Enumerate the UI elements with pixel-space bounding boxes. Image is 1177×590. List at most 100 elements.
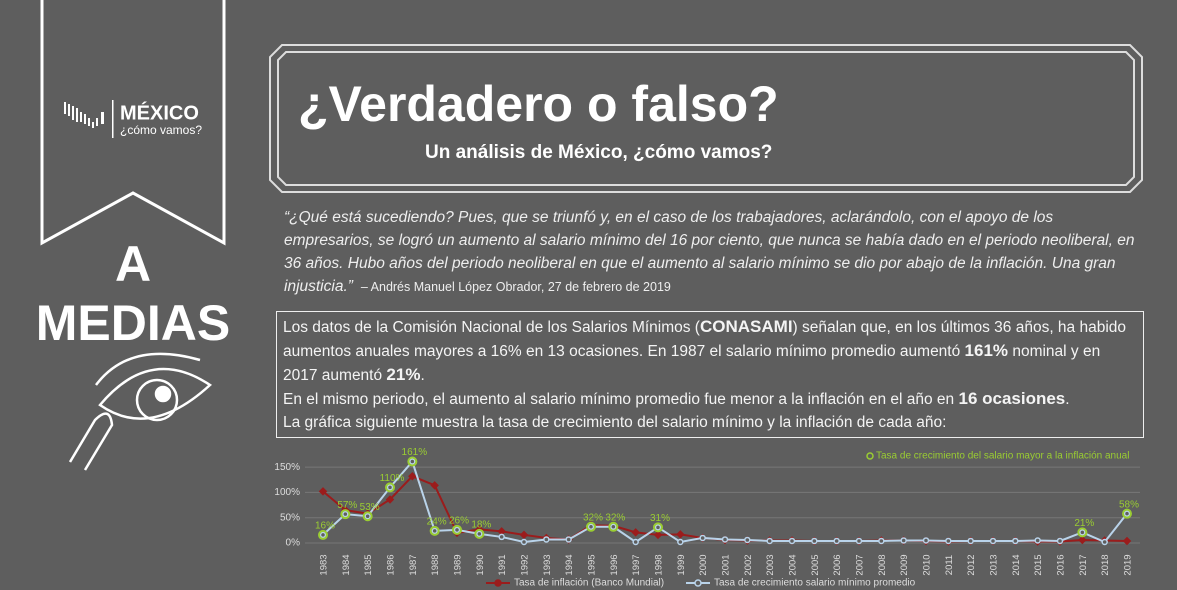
- marker: [656, 525, 661, 530]
- marker: [1123, 537, 1131, 545]
- value-label: 32%: [583, 512, 603, 523]
- x-tick-label: 2004: [788, 554, 799, 575]
- legend-marker: [867, 453, 873, 459]
- marker: [455, 527, 460, 532]
- x-tick-label: 1999: [676, 554, 687, 575]
- x-tick-label: 1996: [609, 554, 620, 575]
- x-tick-label: 1992: [520, 554, 531, 575]
- x-tick-label: 2006: [832, 554, 843, 575]
- marker: [991, 538, 996, 543]
- marker: [633, 539, 638, 544]
- x-tick-label: 1983: [319, 554, 330, 575]
- marker: [678, 539, 683, 544]
- marker: [790, 538, 795, 543]
- y-tick-label: 0%: [286, 538, 301, 549]
- value-label: 32%: [605, 512, 625, 523]
- marker: [968, 538, 973, 543]
- marker: [1013, 538, 1018, 543]
- text: La gráfica siguiente muestra la tasa de …: [283, 414, 946, 431]
- subtitle: Un análisis de México, ¿cómo vamos?: [425, 142, 772, 163]
- x-tick-label: 2000: [698, 554, 709, 575]
- x-tick-label: 2014: [1011, 554, 1022, 575]
- legend-marker: [495, 580, 501, 586]
- value-label: 57%: [337, 500, 357, 511]
- legend-label: Tasa de crecimiento del salario mayor a …: [876, 451, 1129, 462]
- x-tick-label: 2007: [855, 554, 866, 575]
- x-tick-label: 1998: [654, 554, 665, 575]
- value-label: 18%: [471, 520, 491, 531]
- marker: [834, 538, 839, 543]
- bold-text: CONASAMI: [700, 317, 793, 336]
- marker: [1058, 538, 1063, 543]
- x-tick-label: 2017: [1078, 554, 1089, 575]
- marker: [520, 531, 528, 539]
- marker: [410, 459, 415, 464]
- marker: [812, 538, 817, 543]
- marker: [566, 537, 571, 542]
- marker: [767, 538, 772, 543]
- marker: [1035, 538, 1040, 543]
- marker: [676, 530, 684, 538]
- marker: [924, 538, 929, 543]
- marker: [611, 524, 616, 529]
- value-label: 31%: [650, 513, 670, 524]
- marker: [499, 534, 504, 539]
- value-label: 26%: [449, 515, 469, 526]
- logo-bars: [64, 100, 114, 138]
- x-tick-label: 2019: [1123, 554, 1134, 575]
- value-label: 21%: [1074, 518, 1094, 529]
- marker: [321, 532, 326, 537]
- legend-label: Tasa de inflación (Banco Mundial): [514, 578, 664, 589]
- marker: [745, 537, 750, 542]
- x-tick-label: 2001: [721, 554, 732, 575]
- text: .: [420, 367, 424, 384]
- series-line: [323, 462, 1127, 542]
- x-tick-label: 2005: [810, 554, 821, 575]
- marker: [723, 537, 728, 542]
- marker: [1080, 530, 1085, 535]
- y-tick-label: 100%: [274, 487, 300, 498]
- title: ¿Verdadero o falso?: [298, 76, 779, 132]
- x-tick-label: 1993: [542, 554, 553, 575]
- verdict: MEDIAS: [36, 295, 230, 351]
- summary: Los datos de la Comisión Nacional de los…: [276, 311, 1144, 438]
- brand-name: MÉXICO: [120, 101, 199, 124]
- quote: “¿Qué está sucediendo? Pues, que se triu…: [284, 206, 1144, 299]
- bold-text: 161%: [965, 341, 1008, 360]
- x-tick-label: 1995: [587, 554, 598, 575]
- x-tick-label: 1989: [453, 554, 464, 575]
- marker: [1125, 511, 1130, 516]
- value-label: 110%: [380, 473, 405, 484]
- marker: [901, 538, 906, 543]
- x-tick-label: 2002: [743, 554, 754, 575]
- marker: [879, 538, 884, 543]
- value-label: 161%: [402, 447, 428, 458]
- marker: [946, 538, 951, 543]
- marker: [631, 528, 639, 536]
- value-label: 53%: [360, 502, 380, 513]
- x-tick-label: 1987: [408, 554, 419, 575]
- legend-marker: [695, 580, 701, 586]
- attribution: – Andrés Manuel López Obrador, 27 de feb…: [361, 280, 671, 294]
- marker: [477, 531, 482, 536]
- x-tick-label: 1986: [386, 554, 397, 575]
- infographic: MÉXICO ¿cómo vamos? A MEDIAS ¿Verdadero …: [0, 0, 1177, 590]
- marker: [700, 535, 705, 540]
- bold-text: 16 ocasiones: [958, 389, 1065, 408]
- x-tick-label: 1988: [430, 554, 441, 575]
- x-tick-label: 1985: [363, 554, 374, 575]
- marker: [544, 537, 549, 542]
- x-tick-label: 2018: [1100, 554, 1111, 575]
- verdict: A: [115, 236, 151, 292]
- text: En el mismo periodo, el aumento al salar…: [283, 391, 958, 408]
- marker: [857, 538, 862, 543]
- x-tick-label: 1994: [564, 554, 575, 575]
- x-tick-label: 2012: [966, 554, 977, 575]
- x-tick-label: 2009: [899, 554, 910, 575]
- x-tick-label: 2008: [877, 554, 888, 575]
- x-tick-label: 2015: [1033, 554, 1044, 575]
- x-tick-label: 1997: [631, 554, 642, 575]
- bold-text: 21%: [386, 365, 420, 384]
- value-label: 24%: [427, 516, 447, 527]
